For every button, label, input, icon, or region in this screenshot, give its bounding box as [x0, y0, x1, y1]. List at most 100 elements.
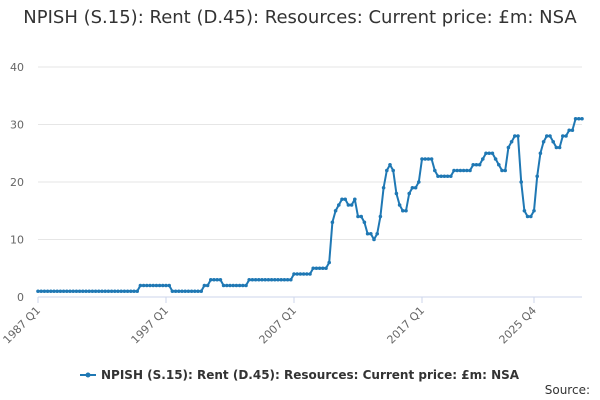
data-point[interactable] [407, 191, 412, 196]
data-point[interactable] [500, 168, 504, 173]
data-point[interactable] [231, 283, 235, 288]
data-point[interactable] [394, 191, 399, 196]
data-point[interactable] [397, 203, 402, 207]
data-point[interactable] [263, 277, 268, 282]
data-point[interactable] [333, 208, 338, 213]
data-point[interactable] [388, 162, 392, 167]
data-point[interactable] [61, 289, 66, 294]
data-point[interactable] [580, 116, 584, 121]
data-point[interactable] [356, 214, 360, 219]
data-point[interactable] [445, 174, 450, 179]
data-point[interactable] [250, 277, 255, 282]
data-point[interactable] [141, 283, 146, 288]
data-point[interactable] [468, 168, 472, 173]
data-point[interactable] [276, 277, 280, 282]
data-point[interactable] [237, 283, 242, 288]
data-point[interactable] [266, 277, 271, 282]
data-point[interactable] [279, 277, 284, 282]
data-point[interactable] [93, 289, 98, 294]
data-point[interactable] [42, 289, 47, 294]
data-point[interactable] [132, 289, 136, 294]
data-point[interactable] [218, 277, 223, 282]
data-point[interactable] [554, 145, 559, 150]
data-point[interactable] [385, 168, 389, 173]
data-point[interactable] [327, 260, 332, 265]
data-point[interactable] [532, 208, 536, 213]
data-point[interactable] [151, 283, 155, 288]
data-point[interactable] [436, 174, 440, 179]
data-point[interactable] [106, 289, 111, 294]
data-point[interactable] [170, 289, 175, 294]
data-point[interactable] [74, 289, 79, 294]
data-point[interactable] [455, 168, 460, 173]
data-point[interactable] [45, 289, 50, 294]
data-point[interactable] [167, 283, 171, 288]
data-point[interactable] [247, 277, 251, 282]
data-point[interactable] [429, 157, 434, 161]
data-point[interactable] [503, 168, 508, 173]
data-point[interactable] [557, 145, 562, 150]
data-point[interactable] [234, 283, 239, 288]
data-point[interactable] [241, 283, 245, 288]
data-point[interactable] [113, 289, 117, 294]
data-point[interactable] [401, 208, 405, 213]
data-point[interactable] [311, 266, 316, 271]
data-point[interactable] [410, 185, 415, 190]
data-point[interactable] [426, 157, 431, 161]
data-point[interactable] [433, 168, 437, 173]
data-point[interactable] [308, 272, 312, 276]
data-point[interactable] [285, 277, 290, 282]
data-point[interactable] [362, 220, 367, 225]
data-point[interactable] [148, 283, 152, 288]
data-point[interactable] [420, 157, 424, 161]
data-point[interactable] [570, 128, 575, 133]
data-point[interactable] [522, 208, 527, 213]
data-point[interactable] [529, 214, 533, 219]
data-point[interactable] [519, 180, 523, 184]
data-point[interactable] [202, 283, 207, 288]
data-point[interactable] [193, 289, 197, 294]
data-point[interactable] [458, 168, 463, 173]
data-point[interactable] [84, 289, 88, 294]
data-point[interactable] [55, 289, 59, 294]
data-point[interactable] [65, 289, 69, 294]
data-point[interactable] [493, 157, 498, 161]
data-point[interactable] [282, 277, 287, 282]
data-point[interactable] [209, 277, 213, 282]
data-point[interactable] [257, 277, 261, 282]
data-point[interactable] [567, 128, 571, 133]
data-point[interactable] [135, 289, 139, 294]
data-point[interactable] [314, 266, 319, 271]
data-point[interactable] [497, 162, 501, 167]
data-point[interactable] [423, 157, 428, 161]
data-point[interactable] [289, 277, 293, 282]
data-point[interactable] [196, 289, 200, 294]
data-point[interactable] [359, 214, 364, 219]
data-point[interactable] [365, 231, 370, 236]
data-point[interactable] [372, 237, 376, 242]
data-point[interactable] [292, 272, 296, 276]
data-point[interactable] [189, 289, 194, 294]
data-point[interactable] [513, 134, 517, 138]
data-point[interactable] [119, 289, 123, 294]
data-point[interactable] [391, 168, 396, 173]
data-point[interactable] [343, 197, 348, 202]
data-point[interactable] [269, 277, 274, 282]
data-point[interactable] [442, 174, 447, 179]
data-point[interactable] [173, 289, 178, 294]
data-point[interactable] [164, 283, 168, 288]
data-point[interactable] [490, 151, 495, 156]
data-point[interactable] [87, 289, 91, 294]
data-point[interactable] [577, 116, 581, 121]
data-point[interactable] [346, 203, 351, 207]
data-point[interactable] [561, 134, 565, 138]
data-point[interactable] [564, 134, 568, 138]
data-point[interactable] [349, 203, 354, 207]
data-point[interactable] [58, 289, 63, 294]
data-point[interactable] [545, 134, 549, 138]
data-point[interactable] [225, 283, 229, 288]
data-point[interactable] [439, 174, 444, 179]
data-point[interactable] [186, 289, 191, 294]
data-point[interactable] [157, 283, 162, 288]
data-point[interactable] [340, 197, 344, 202]
